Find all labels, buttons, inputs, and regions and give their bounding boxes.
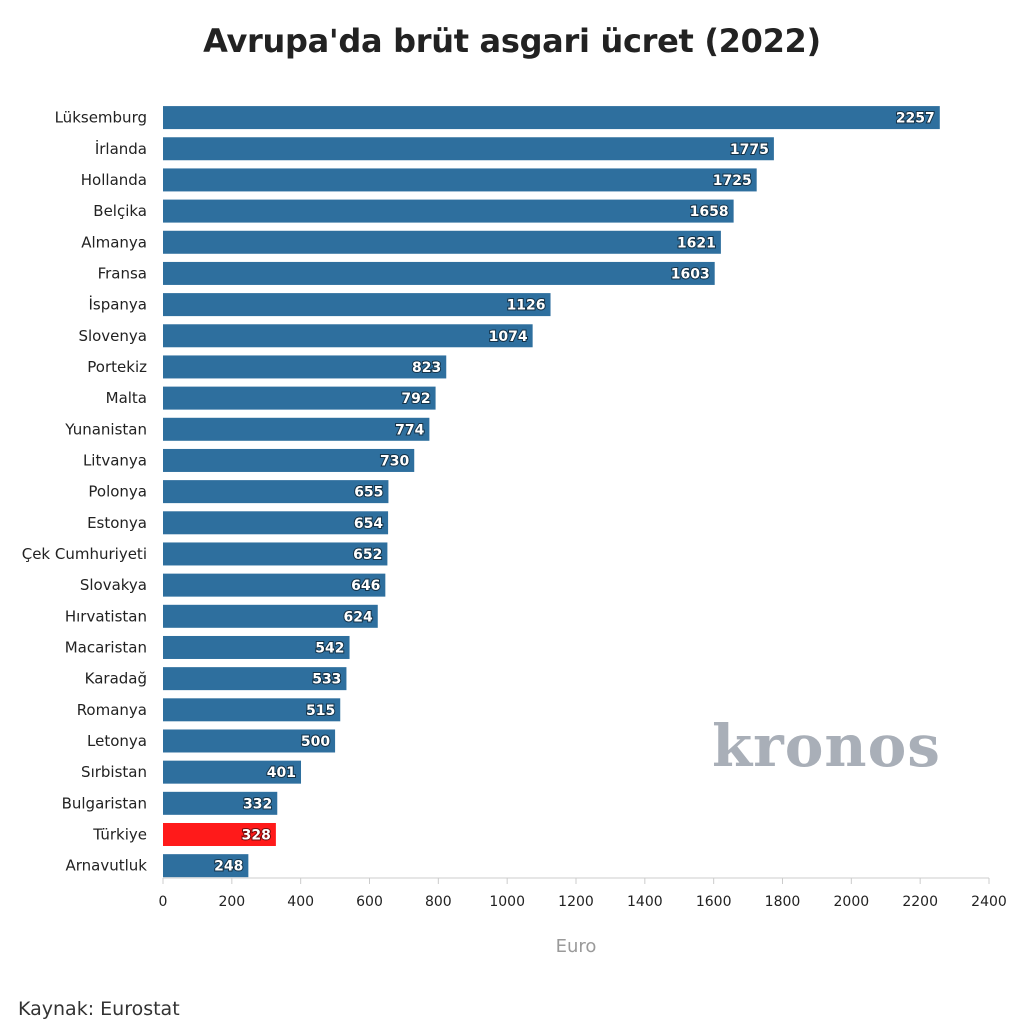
bar-letonya (163, 729, 336, 753)
bar-polonya (163, 480, 389, 504)
value-label: 1074 (489, 329, 528, 345)
value-label: 646 (351, 578, 380, 594)
value-label: 542 (315, 640, 344, 656)
value-label: 1658 (690, 204, 729, 220)
value-label: 655 (354, 485, 383, 501)
bar-malta (163, 386, 436, 410)
bar-arnavutluk (163, 854, 249, 878)
value-label: 248 (214, 859, 243, 875)
x-tick-label: 800 (425, 894, 452, 910)
category-label: İrlanda (95, 139, 147, 158)
x-tick-label: 1200 (558, 894, 594, 910)
bar-karadağ (163, 667, 347, 691)
category-label: Hollanda (81, 171, 147, 189)
category-label: Türkiye (92, 825, 147, 843)
x-axis-label: Euro (556, 936, 597, 957)
category-label: Slovakya (80, 576, 147, 594)
value-labels-group: 2257 1775 1725 1658 1621 1603 1126 1074 823 792 77… (213, 110, 936, 876)
value-label: 332 (243, 796, 272, 812)
watermark-text: kronos (712, 712, 941, 780)
bar-bulgaristan (163, 791, 278, 815)
bar-belçika (163, 199, 734, 223)
category-label: Polonya (88, 483, 147, 501)
bar-fransa (163, 261, 715, 285)
category-label: Macaristan (65, 638, 147, 656)
x-tick-label: 400 (287, 894, 314, 910)
bar-slovenya (163, 324, 533, 348)
x-tick-label: 1600 (696, 894, 732, 910)
bar-estonya (163, 511, 389, 535)
category-label: İspanya (88, 295, 147, 314)
bar-slovakya (163, 573, 386, 597)
category-label: Karadağ (85, 670, 147, 688)
value-label: 792 (401, 391, 430, 407)
value-label: 1603 (671, 266, 710, 282)
bar-romanya (163, 698, 341, 722)
x-tick-label: 2400 (971, 894, 1007, 910)
source-note: Kaynak: Eurostat (18, 998, 180, 1020)
bar-i̇rlanda (163, 137, 774, 161)
bar-çek-cumhuriyeti (163, 542, 388, 566)
category-label: Yunanistan (64, 420, 147, 438)
bar-portekiz (163, 355, 447, 379)
category-label: Letonya (87, 732, 147, 750)
x-tick-label: 1400 (627, 894, 663, 910)
category-label: Romanya (77, 701, 147, 719)
x-tick-label: 0 (159, 894, 168, 910)
bar-lüksemburg (163, 106, 940, 130)
category-labels-group: Lüksemburg İrlanda Hollanda Belçika Almanya F… (22, 109, 148, 875)
chart-title: Avrupa'da brüt asgari ücret (2022) (203, 22, 821, 60)
category-label: Slovenya (78, 327, 147, 345)
bar-hırvatistan (163, 604, 378, 628)
value-label: 1126 (507, 298, 546, 314)
category-label: Bulgaristan (62, 794, 147, 812)
value-label: 1775 (730, 142, 769, 158)
x-tick-label: 1000 (489, 894, 525, 910)
category-label: Çek Cumhuriyeti (22, 545, 147, 563)
bars-group (163, 106, 940, 878)
value-label: 328 (242, 827, 271, 843)
value-label: 624 (344, 609, 373, 625)
value-label: 654 (354, 516, 383, 532)
category-label: Fransa (98, 264, 147, 282)
category-label: Estonya (87, 514, 147, 532)
category-label: Hırvatistan (65, 607, 147, 625)
x-tick-label: 600 (356, 894, 383, 910)
x-tick-label: 2000 (834, 894, 870, 910)
category-label: Sırbistan (81, 763, 147, 781)
x-tick-label: 2200 (902, 894, 938, 910)
value-label: 774 (395, 422, 424, 438)
bar-litvanya (163, 448, 415, 472)
category-label: Arnavutluk (66, 857, 148, 875)
value-label: 823 (412, 360, 441, 376)
category-label: Litvanya (83, 451, 147, 469)
category-label: Almanya (81, 233, 147, 251)
value-label: 652 (353, 547, 382, 563)
bar-sırbistan (163, 760, 302, 784)
value-label: 500 (301, 734, 330, 750)
bar-macaristan (163, 635, 350, 659)
bar-i̇spanya (163, 293, 551, 317)
x-tick-label: 200 (218, 894, 245, 910)
value-label: 401 (267, 765, 296, 781)
category-label: Lüksemburg (55, 109, 147, 127)
category-label: Belçika (93, 202, 147, 220)
value-label: 515 (306, 703, 335, 719)
bar-hollanda (163, 168, 757, 192)
value-label: 1725 (713, 173, 752, 189)
x-axis: 0 200 400 600 800 1000 1200 1400 1600 1800 2000 220… (159, 877, 1007, 910)
value-label: 730 (380, 453, 409, 469)
category-label: Malta (106, 389, 147, 407)
category-label: Portekiz (87, 358, 147, 376)
x-tick-label: 1800 (765, 894, 801, 910)
value-label: 533 (312, 672, 341, 688)
kronos-watermark: kronos (712, 712, 941, 780)
value-label: 1621 (677, 235, 716, 251)
bar-almanya (163, 230, 721, 254)
bar-yunanistan (163, 417, 430, 441)
bar-türkiye (163, 822, 276, 846)
value-label: 2257 (896, 111, 935, 127)
